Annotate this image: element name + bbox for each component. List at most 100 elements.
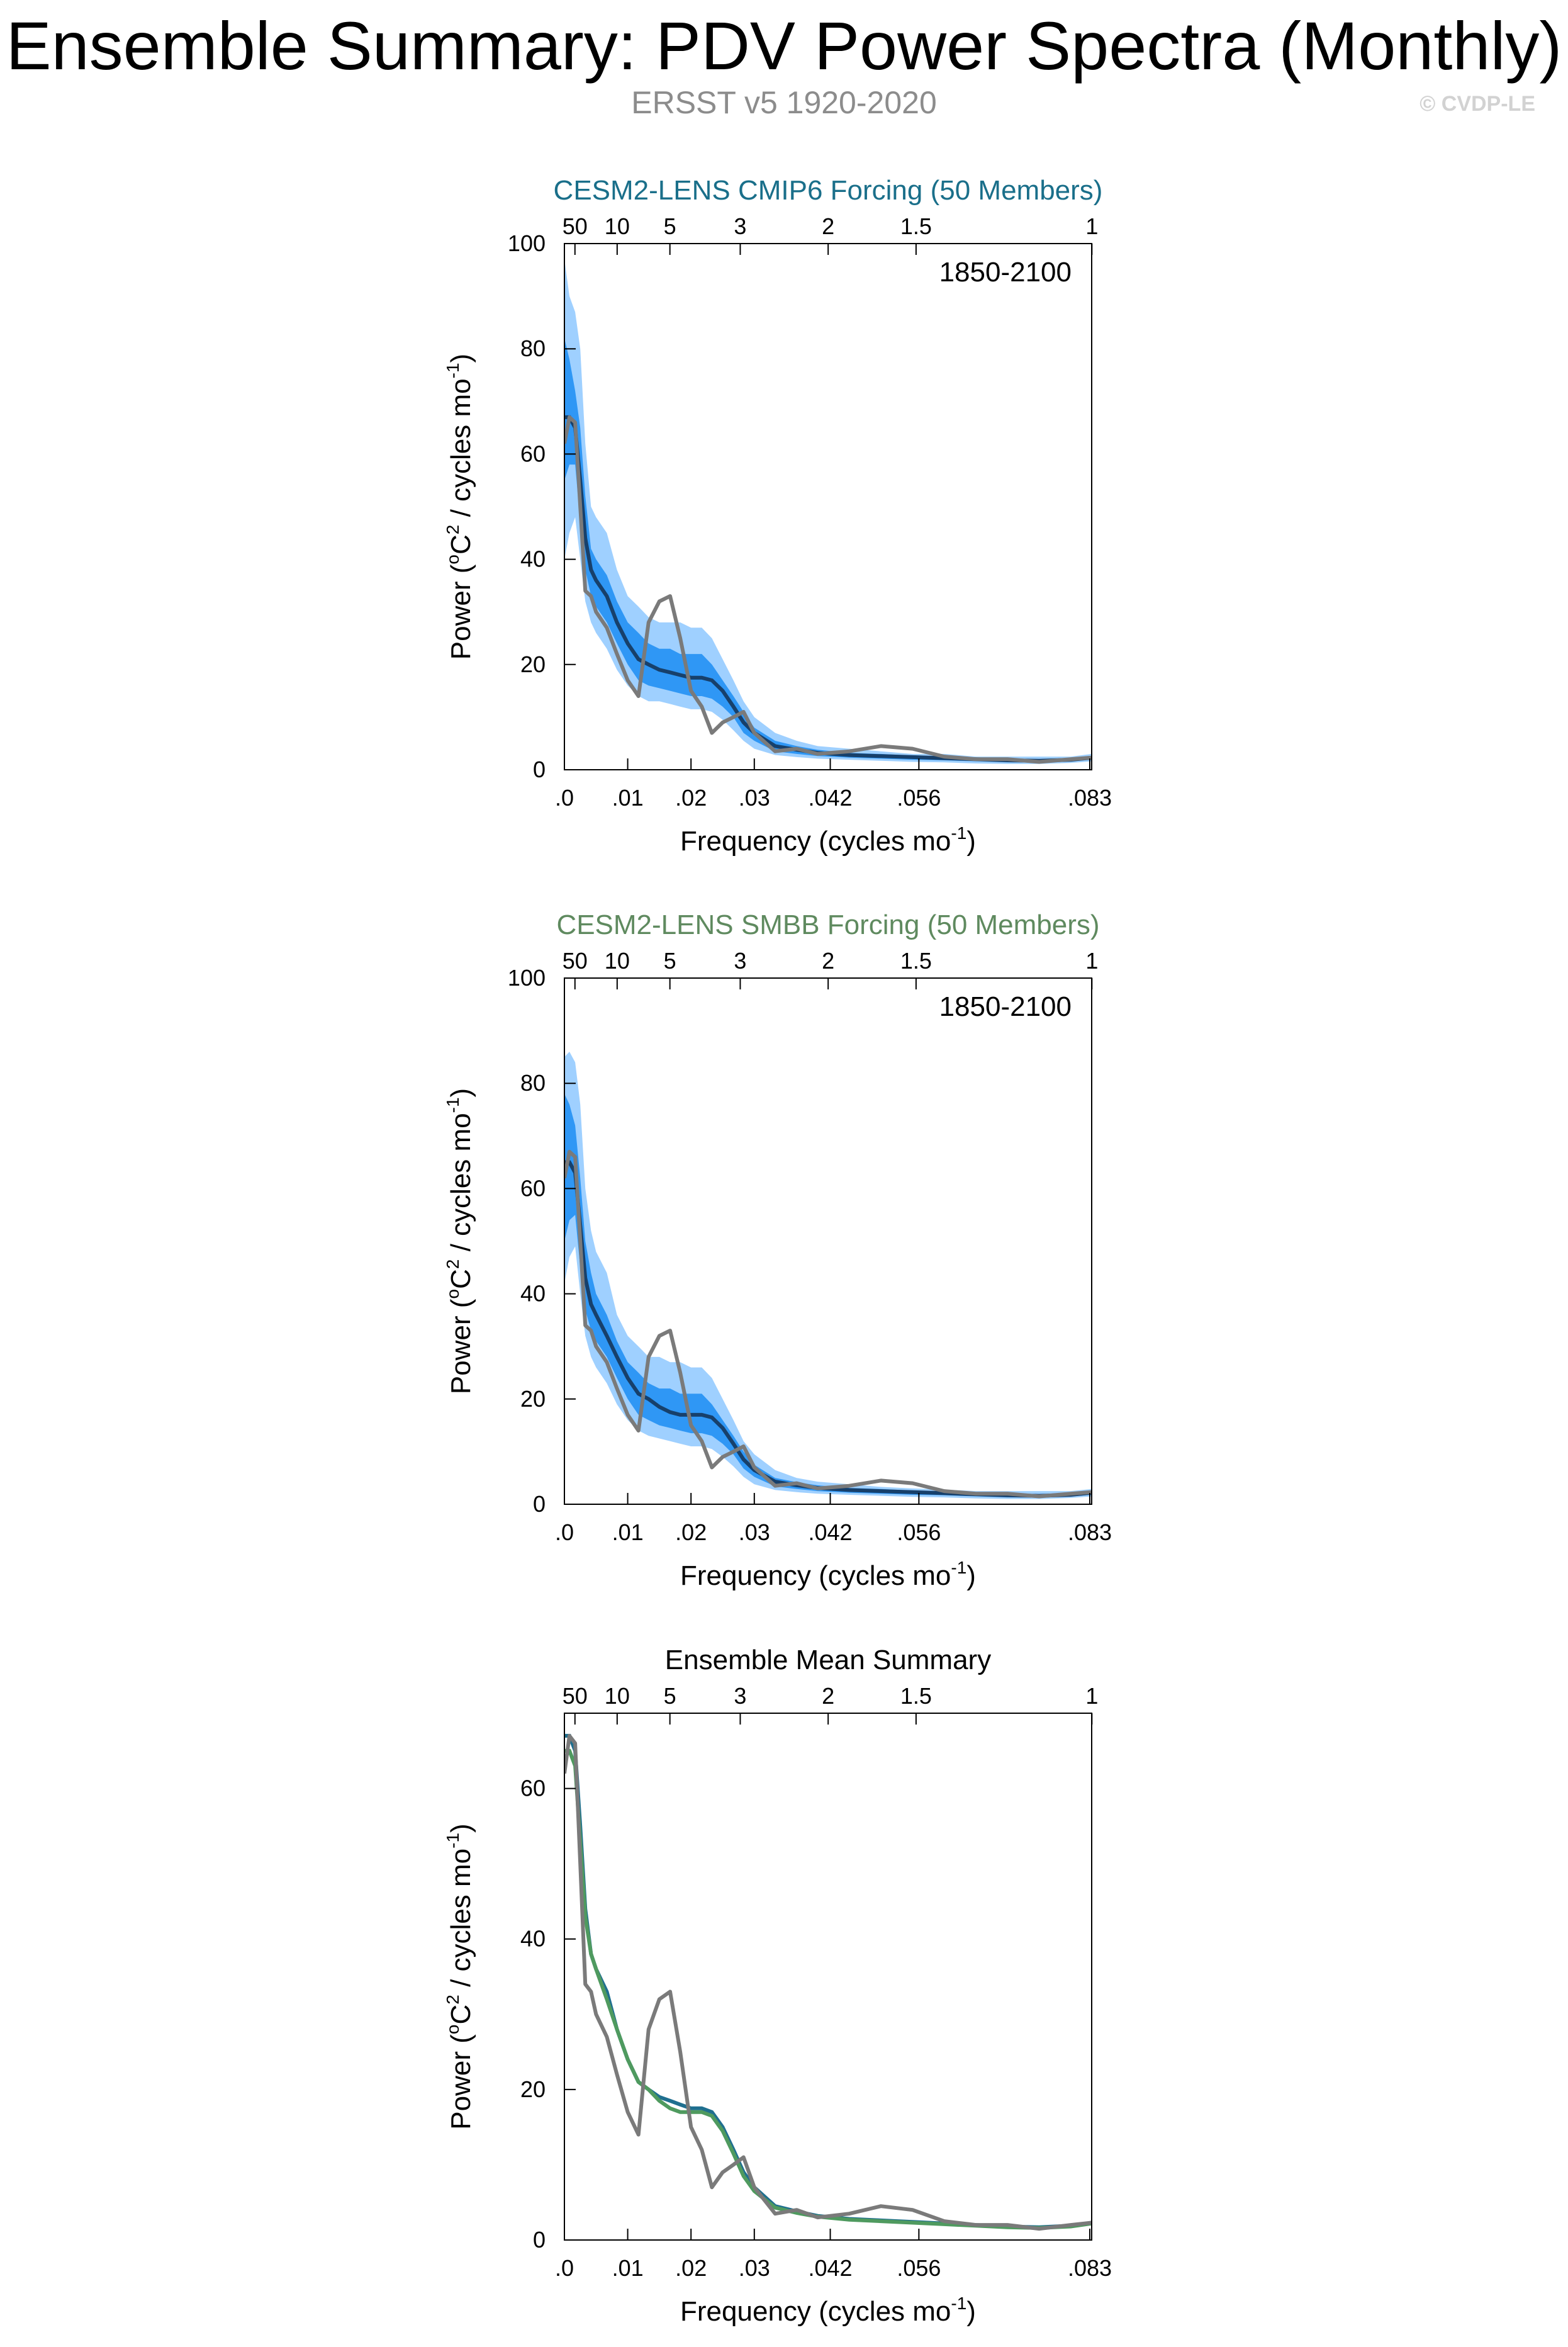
series-line-ensemble-mean <box>564 1160 1092 1498</box>
spread-band-inner <box>564 338 1092 763</box>
copyright-label: © CVDP-LE <box>1420 92 1535 116</box>
panel-title: CESM2-LENS CMIP6 Forcing (50 Members) <box>554 175 1103 206</box>
y-axis-label-part: C <box>445 2005 476 2025</box>
y-axis-label-part: Power ( <box>445 2034 476 2130</box>
panel-smbb: 0 20 40 60 80 100 .0 .01 .02 .03 .042 .056 .083 50 10 5… <box>443 909 1112 1591</box>
top-period-tick-label: 3 <box>734 1683 746 1709</box>
top-period-tick-label: 50 <box>563 948 588 974</box>
x-tick-label: .056 <box>897 2255 941 2281</box>
spread-band-outer <box>564 259 1092 764</box>
x-tick-label: .01 <box>612 1519 644 1545</box>
x-axis-label-close: ) <box>966 2296 976 2327</box>
top-period-tick-label: 5 <box>664 948 676 974</box>
x-tick-label: .0 <box>555 2255 574 2281</box>
y-tick-label: 80 <box>520 1070 546 1096</box>
y-axis-label-part: C <box>445 1269 476 1289</box>
y-tick-label: 20 <box>520 2076 546 2102</box>
series-line-cmip6-mean <box>564 1733 1092 2229</box>
y-axis-label-part: o <box>443 2025 462 2035</box>
y-axis-label-part: ) <box>445 1088 476 1098</box>
y-axis-label: Power (oC2 / cycles mo-1) <box>443 1823 476 2129</box>
y-tick-label: 40 <box>520 1926 546 1952</box>
y-axis-label-part: C <box>445 534 476 554</box>
x-axis-label-text: Frequency (cycles mo <box>680 826 951 857</box>
top-period-tick-label: 1.5 <box>900 213 932 239</box>
series-line-ensemble-mean <box>564 415 1092 763</box>
series-line-observed <box>564 415 1092 764</box>
x-tick-label: .056 <box>897 1519 941 1545</box>
top-period-tick-label: 10 <box>605 1683 630 1709</box>
x-tick-label: .02 <box>675 785 707 811</box>
plot-frame <box>564 1713 1092 2241</box>
x-tick-label: .03 <box>739 785 770 811</box>
top-period-tick-label: 1.5 <box>900 948 932 974</box>
plot-area <box>564 259 1092 764</box>
y-tick-label: 40 <box>520 546 546 572</box>
y-tick-label: 0 <box>533 2227 546 2253</box>
x-tick-label: .0 <box>555 1519 574 1545</box>
top-period-tick-label: 1.5 <box>900 1683 932 1709</box>
page-title: Ensemble Summary: PDV Power Spectra (Mon… <box>6 8 1562 84</box>
x-axis-label-sup: -1 <box>951 2294 966 2313</box>
x-tick-label: .042 <box>808 2255 852 2281</box>
x-axis-label-text: Frequency (cycles mo <box>680 2296 951 2327</box>
y-tick-label: 80 <box>520 335 546 361</box>
series-line-observed <box>564 1733 1092 2231</box>
y-axis-label-part: o <box>443 554 462 565</box>
x-axis-label-sup: -1 <box>951 1558 966 1577</box>
panel-title: Ensemble Mean Summary <box>665 1645 991 1675</box>
y-axis-label-part: 2 <box>443 525 462 535</box>
y-axis-label-part: / cycles mo <box>445 1113 476 1259</box>
y-tick-label: 100 <box>508 230 546 256</box>
series-line-smbb-mean <box>564 1748 1092 2230</box>
y-axis-label: Power (oC2 / cycles mo-1) <box>443 354 476 660</box>
x-tick-label: .01 <box>612 2255 644 2281</box>
y-tick-label: 60 <box>520 1776 546 1801</box>
x-tick-label: .056 <box>897 785 941 811</box>
top-period-tick-label: 5 <box>664 213 676 239</box>
top-period-tick-label: 10 <box>605 213 630 239</box>
y-axis-label-part: -1 <box>443 1097 462 1113</box>
y-tick-label: 20 <box>520 1386 546 1412</box>
x-axis-label-close: ) <box>966 826 976 857</box>
y-tick-label: 40 <box>520 1281 546 1307</box>
top-period-tick-label: 3 <box>734 948 746 974</box>
x-axis-label-text: Frequency (cycles mo <box>680 1560 951 1591</box>
x-tick-label: .01 <box>612 785 644 811</box>
panel-cmip6: 0 20 40 60 80 100 .0 .01 .02 .03 .042 .056 .083 50 10 5… <box>443 175 1112 857</box>
x-tick-label: .02 <box>675 1519 707 1545</box>
top-period-tick-label: 50 <box>563 213 588 239</box>
x-tick-label: .0 <box>555 785 574 811</box>
series-line-observed <box>564 1149 1092 1499</box>
y-tick-label: 60 <box>520 441 546 466</box>
y-axis-label-part: 2 <box>443 1259 462 1269</box>
x-tick-label: .03 <box>739 2255 770 2281</box>
y-axis-label: Power (oC2 / cycles mo-1) <box>443 1088 476 1394</box>
period-label: 1850-2100 <box>939 991 1072 1022</box>
y-axis-label-part: / cycles mo <box>445 1849 476 1995</box>
panel-ensemble-mean-summary: 0 20 40 60 .0 .01 .02 .03 .042 .056 .083 50 10 5 3 2 1.5… <box>443 1645 1112 2327</box>
y-tick-label: 0 <box>533 1491 546 1517</box>
x-tick-label: .083 <box>1068 785 1112 811</box>
panel-title: CESM2-LENS SMBB Forcing (50 Members) <box>556 909 1099 940</box>
period-label: 1850-2100 <box>939 257 1072 288</box>
x-axis-label: Frequency (cycles mo-1) <box>680 823 976 857</box>
top-period-tick-label: 1 <box>1085 948 1098 974</box>
x-axis-label-close: ) <box>966 1560 976 1591</box>
top-period-tick-label: 50 <box>563 1683 588 1709</box>
y-tick-label: 20 <box>520 651 546 677</box>
top-period-tick-label: 3 <box>734 213 746 239</box>
top-period-tick-label: 1 <box>1085 213 1098 239</box>
y-tick-label: 0 <box>533 757 546 782</box>
page-subtitle: ERSST v5 1920-2020 <box>631 85 937 120</box>
y-axis-label-part: / cycles mo <box>445 378 476 524</box>
plot-area <box>564 1052 1092 1499</box>
y-axis-label-part: 2 <box>443 1995 462 2005</box>
top-period-tick-label: 1 <box>1085 1683 1098 1709</box>
y-axis-label-part: Power ( <box>445 564 476 660</box>
y-axis-label-part: ) <box>445 1823 476 1833</box>
x-axis-label: Frequency (cycles mo-1) <box>680 1558 976 1591</box>
y-tick-label: 100 <box>508 965 546 991</box>
spread-band-outer <box>564 1052 1092 1499</box>
